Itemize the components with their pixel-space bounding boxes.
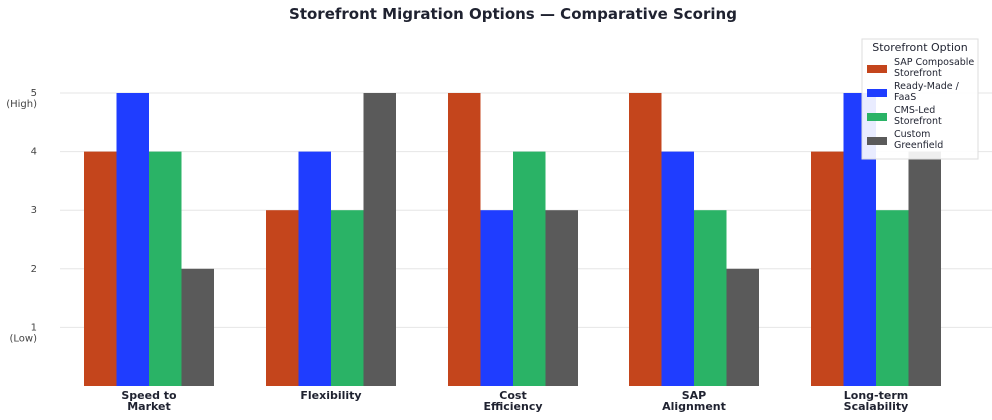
chart-title: Storefront Migration Options — Comparati… <box>289 5 737 23</box>
bar <box>694 210 727 386</box>
legend-label: CMS-Led Storefront <box>894 105 942 127</box>
x-tick-label: SAP Alignment <box>662 389 726 413</box>
bar <box>298 151 331 386</box>
x-tick-label-line: Flexibility <box>300 389 361 402</box>
legend-label-line: Storefront <box>894 68 942 79</box>
x-tick-label-line: Scalability <box>844 400 909 413</box>
bar <box>629 93 662 386</box>
legend-label-line: Ready-Made / <box>894 81 960 92</box>
y-tick-label: 3 <box>31 205 37 216</box>
legend-label-line: Greenfield <box>894 140 943 151</box>
y-tick-label: 2 <box>31 264 37 275</box>
y-tick-label-line: (Low) <box>10 333 38 344</box>
y-tick-label-line: 4 <box>31 147 37 158</box>
y-tick-label-line: 2 <box>31 264 37 275</box>
bar <box>181 268 214 386</box>
legend-label-line: SAP Composable <box>894 57 974 68</box>
bar <box>363 93 396 386</box>
x-tick-label-line: Long-term <box>844 389 908 402</box>
bar <box>513 151 546 386</box>
bar <box>331 210 364 386</box>
bar <box>876 210 909 386</box>
bar <box>266 210 299 386</box>
legend-label-line: CMS-Led <box>894 105 935 116</box>
legend-swatch <box>867 65 887 73</box>
x-tick-label-line: Cost <box>499 389 526 402</box>
y-tick-label: 1 (Low) <box>10 322 38 344</box>
x-tick-label: Cost Efficiency <box>483 389 542 413</box>
legend-title: Storefront Option <box>872 41 967 54</box>
x-tick-label: Long-term Scalability <box>844 389 909 413</box>
y-tick-label-line: 3 <box>31 205 37 216</box>
legend-label-line: FaaS <box>894 92 916 103</box>
bar <box>448 93 481 386</box>
legend-swatch <box>867 137 887 145</box>
x-tick-label-line: SAP <box>682 389 707 402</box>
bar <box>480 210 513 386</box>
bars <box>84 93 941 386</box>
y-tick-label: 5 (High) <box>6 88 37 110</box>
bar <box>545 210 578 386</box>
y-tick-label: 4 <box>31 147 37 158</box>
legend-swatch <box>867 113 887 121</box>
x-tick-label-line: Market <box>127 400 171 413</box>
x-tick-label: Speed to Market <box>121 389 177 413</box>
legend-label: Ready-Made / FaaS <box>894 81 960 103</box>
bar <box>116 93 149 386</box>
bar <box>908 151 941 386</box>
legend-label-line: Storefront <box>894 116 942 127</box>
bar <box>149 151 182 386</box>
y-tick-label-line: 5 <box>31 88 37 99</box>
x-tick-label-line: Alignment <box>662 400 726 413</box>
y-tick-label-line: (High) <box>6 99 37 110</box>
bar <box>661 151 694 386</box>
y-tick-label-line: 1 <box>31 322 37 333</box>
bar <box>811 151 844 386</box>
legend-label: SAP Composable Storefront <box>894 57 974 79</box>
bar <box>84 151 117 386</box>
legend-label-line: Custom <box>894 129 930 140</box>
x-tick-label-line: Efficiency <box>483 400 542 413</box>
legend: Storefront Option SAP Composable Storefro… <box>861 38 979 160</box>
y-axis: 1 (Low) 2 3 4 5 (High) <box>6 88 37 344</box>
legend-label: Custom Greenfield <box>894 129 943 151</box>
legend-swatch <box>867 89 887 97</box>
bar <box>726 268 759 386</box>
x-tick-label-line: Speed to <box>121 389 177 402</box>
x-axis: Speed to Market Flexibility Cost Efficiency S… <box>121 389 908 413</box>
x-tick-label: Flexibility <box>300 389 361 402</box>
